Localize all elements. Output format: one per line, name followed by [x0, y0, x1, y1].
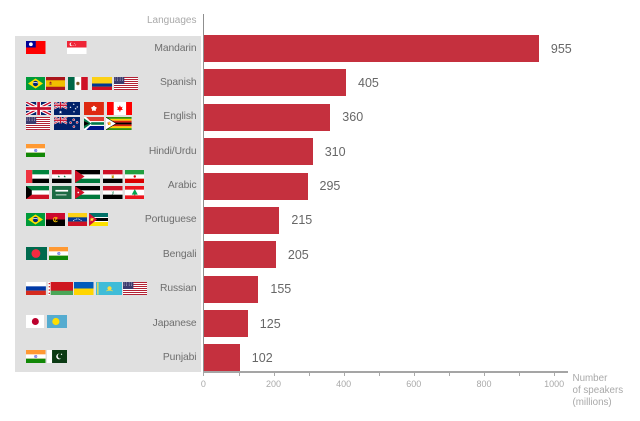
svg-text:لا: لا	[111, 190, 114, 195]
